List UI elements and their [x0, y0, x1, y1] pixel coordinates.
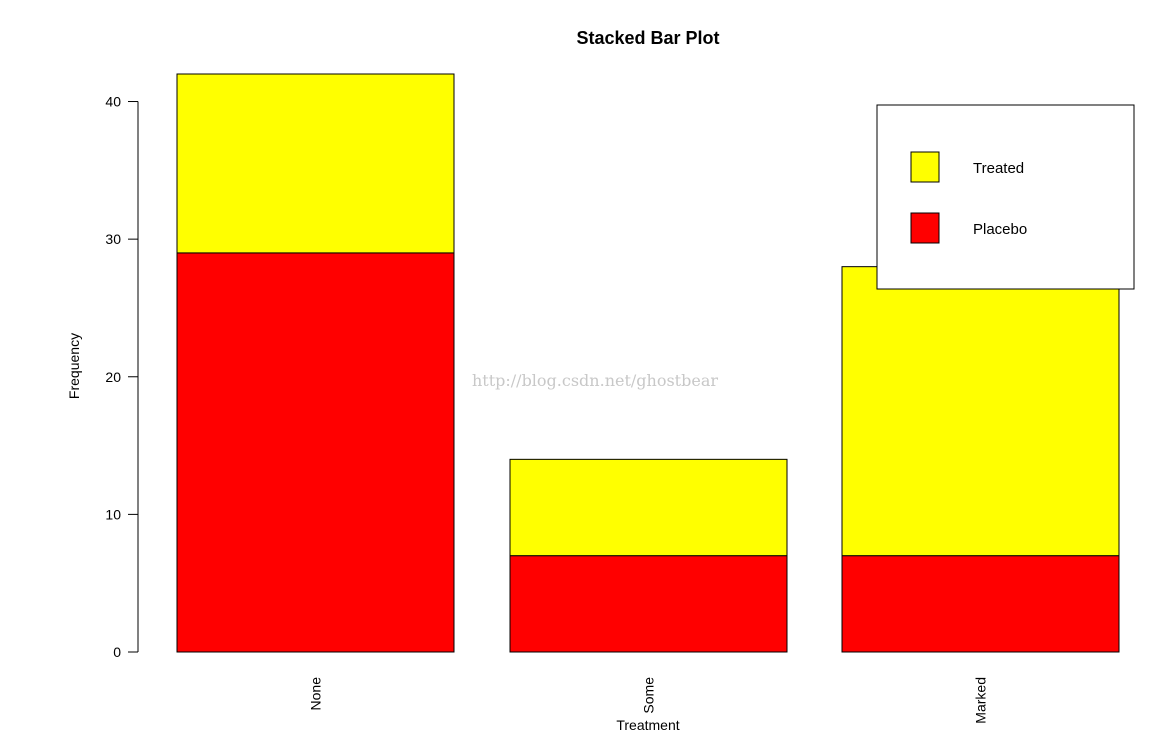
legend-box	[876, 104, 1135, 290]
y-tick-label: 0	[113, 644, 121, 660]
bar-none-placebo	[176, 252, 455, 653]
watermark: http://blog.csdn.net/ghostbear	[472, 371, 718, 390]
legend-swatch-placebo	[910, 212, 940, 244]
bar-some-placebo	[509, 555, 788, 653]
legend: Treated Placebo	[876, 104, 1135, 290]
x-axis-label: Treatment	[616, 717, 679, 733]
x-tick-label: None	[308, 677, 324, 711]
y-tick-label: 40	[105, 94, 121, 110]
bar-marked-treated	[841, 266, 1120, 557]
legend-swatch-treated	[910, 151, 940, 183]
bar-none-treated	[176, 73, 455, 254]
bar-some-treated	[509, 458, 788, 557]
y-tick-label: 30	[105, 231, 121, 247]
y-axis-label: Frequency	[66, 333, 82, 399]
legend-label-placebo: Placebo	[973, 221, 1027, 238]
x-tick-label: Marked	[973, 677, 989, 724]
x-tick-label: Some	[641, 677, 657, 714]
x-tick-labels: None Some Marked	[308, 677, 989, 724]
y-tick-label: 20	[105, 369, 121, 385]
legend-label-treated: Treated	[973, 160, 1024, 177]
y-tick-label: 10	[105, 506, 121, 522]
y-axis: 0 10 20 30 40	[105, 94, 139, 660]
bar-marked-placebo	[841, 555, 1120, 653]
bars	[176, 73, 1120, 653]
chart-title: Stacked Bar Plot	[576, 28, 719, 48]
